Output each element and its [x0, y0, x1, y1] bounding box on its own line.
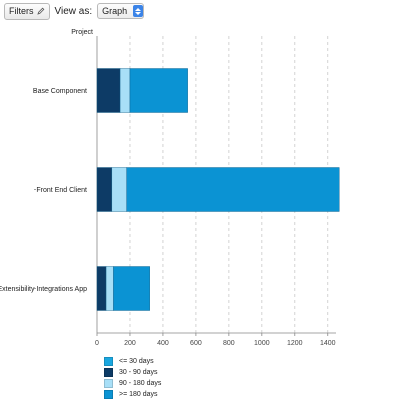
chart-legend: <= 30 days 30 - 90 days 90 - 180 days >= 18…	[104, 356, 161, 400]
x-tick-label: 200	[124, 340, 136, 347]
legend-swatch	[104, 368, 113, 377]
legend-item: 30 - 90 days	[104, 367, 161, 378]
category-label: Base Component	[33, 88, 87, 95]
legend-item: <= 30 days	[104, 356, 161, 367]
bar-segment	[129, 68, 188, 113]
legend-item: >= 180 days	[104, 389, 161, 400]
x-tick-label: 800	[223, 340, 235, 347]
legend-item: 90 - 180 days	[104, 378, 161, 389]
legend-swatch	[104, 390, 113, 399]
bar-segment	[119, 68, 131, 113]
category-label: Extensibility Integrations App	[0, 286, 87, 293]
filters-button[interactable]: Filters	[4, 2, 50, 20]
filters-label: Filters	[9, 6, 34, 16]
toolbar: Filters View as: Graph	[4, 2, 145, 20]
bar-segment	[96, 167, 113, 212]
pencil-icon	[36, 7, 44, 15]
x-tick-label: 400	[157, 340, 169, 347]
legend-label: 90 - 180 days	[119, 380, 162, 387]
legend-label: 30 - 90 days	[119, 369, 158, 376]
category-label: Front End Client	[36, 187, 87, 194]
x-tick-label: 0	[95, 340, 99, 347]
bar-segment	[96, 68, 121, 113]
y-axis-label: Project	[71, 29, 93, 36]
x-tick-label: 1400	[320, 340, 336, 347]
legend-label: >= 180 days	[119, 391, 158, 398]
view-select[interactable]: Graph	[97, 3, 145, 19]
view-as-label: View as:	[54, 5, 93, 17]
x-tick-label: 1000	[254, 340, 270, 347]
bar-segment	[126, 167, 340, 212]
legend-swatch	[104, 357, 113, 366]
legend-label: <= 30 days	[119, 358, 154, 365]
legend-swatch	[104, 379, 113, 388]
bar-segment	[111, 167, 127, 212]
select-arrows-icon	[133, 5, 144, 17]
bar-segment	[96, 266, 107, 311]
view-select-value: Graph	[102, 6, 128, 16]
x-tick-label: 600	[190, 340, 202, 347]
bar-segment	[113, 266, 150, 311]
x-tick-label: 1200	[287, 340, 303, 347]
bar-segment	[105, 266, 114, 311]
